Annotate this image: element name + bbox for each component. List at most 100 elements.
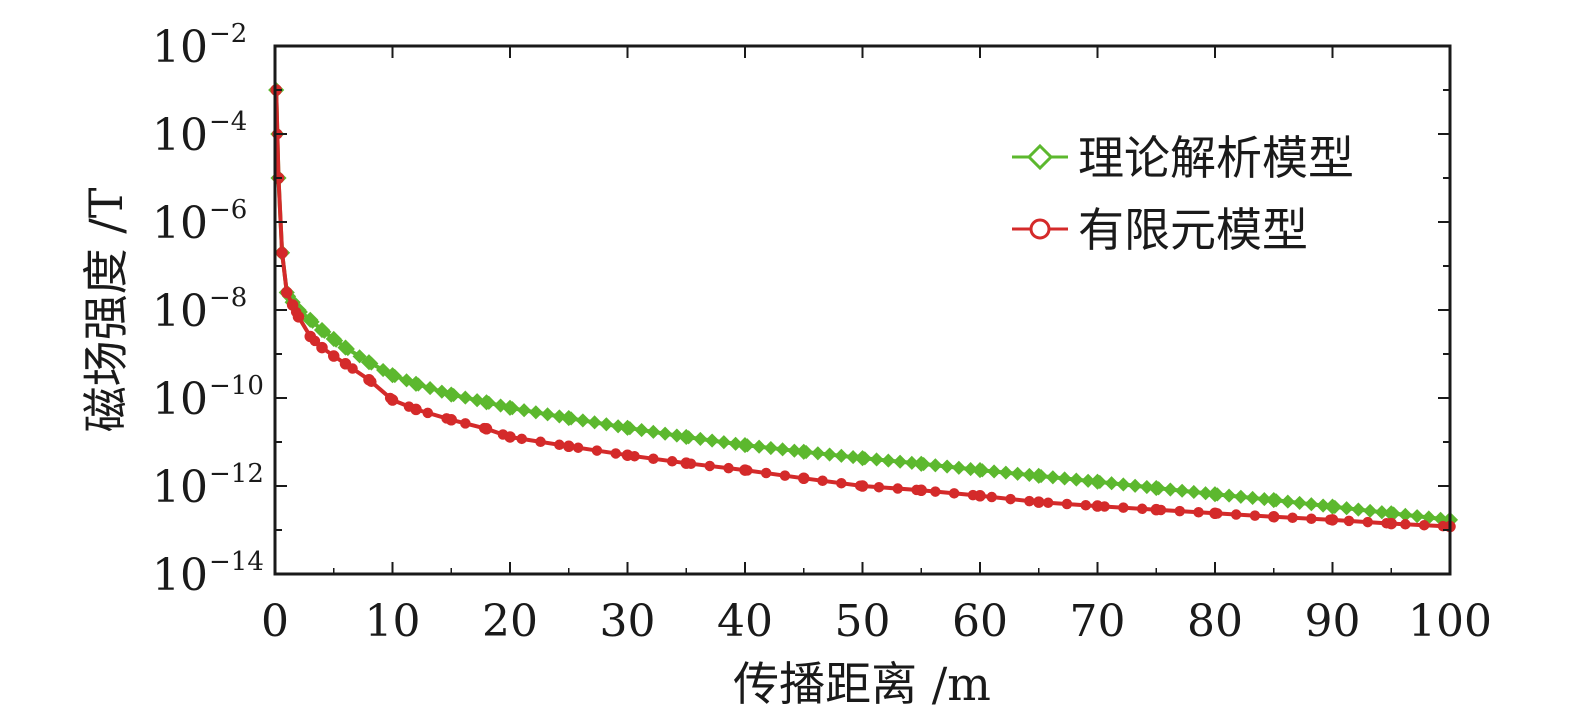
y-tick-label: 10 −12 [152, 459, 264, 513]
data-point-diamond [928, 458, 943, 473]
data-point [971, 462, 989, 479]
data-point-diamond [634, 422, 649, 438]
y-axis-title: 磁场强度 /T [79, 187, 133, 432]
data-point-circle [1118, 502, 1129, 513]
x-tick-label: 50 [835, 596, 891, 647]
data-point-diamond [775, 442, 790, 457]
data-point-diamond [587, 415, 602, 430]
y-tick-base: 10 [152, 198, 208, 249]
data-point [1148, 479, 1165, 497]
legend-label-series-1: 理论解析模型 [1078, 131, 1354, 185]
data-point-circle [610, 448, 621, 459]
data-point-circle [1136, 503, 1148, 515]
data-point [736, 437, 754, 454]
data-point-diamond [1186, 484, 1201, 500]
data-point-diamond [822, 447, 837, 462]
data-point-diamond [1410, 509, 1425, 524]
y-tick-label: 10 −14 [152, 547, 264, 601]
data-point-diamond [846, 450, 861, 465]
data-point [384, 367, 401, 384]
data-point-circle [1249, 510, 1261, 521]
data-point [560, 410, 577, 427]
data-point-diamond [893, 454, 908, 469]
data-point-circle [460, 418, 471, 429]
y-tick-exponent: −8 [209, 283, 247, 313]
data-point-diamond [963, 462, 978, 477]
series-layer [268, 81, 1459, 533]
data-point [1268, 511, 1280, 523]
data-point [480, 423, 493, 435]
data-point-diamond [1233, 489, 1248, 504]
data-point-diamond [1022, 467, 1037, 482]
data-point-diamond [376, 362, 391, 378]
data-point [621, 449, 634, 461]
data-point-circle [892, 483, 903, 494]
data-point-circle [1061, 498, 1073, 510]
data-point-circle [1287, 512, 1298, 523]
data-point [1326, 514, 1339, 526]
data-point-circle [1024, 495, 1035, 507]
data-point [1091, 500, 1104, 512]
data-point-circle [760, 467, 772, 479]
data-point [678, 428, 695, 446]
data-point-diamond [1257, 492, 1272, 507]
data-point-circle [817, 475, 828, 486]
data-point [1030, 467, 1047, 484]
data-point-circle [1306, 513, 1317, 524]
data-point [281, 286, 293, 299]
data-point-diamond [763, 440, 778, 456]
data-point-circle [836, 477, 847, 489]
data-point-diamond [1304, 497, 1319, 512]
data-point-circle [1042, 497, 1054, 509]
legend-marker-diamond [1026, 143, 1054, 171]
x-tick-label: 80 [1187, 596, 1243, 647]
data-point-circle [516, 433, 527, 445]
y-tick-base: 10 [152, 286, 208, 337]
y-tick-base: 10 [152, 462, 208, 513]
data-point [478, 394, 495, 411]
data-point-diamond [752, 439, 767, 454]
data-point [316, 341, 328, 354]
data-point-diamond [693, 431, 708, 446]
data-point-circle [1343, 515, 1355, 527]
data-point [339, 358, 352, 370]
data-point-circle [422, 407, 433, 419]
data-point-diamond [1351, 502, 1366, 517]
data-point-diamond [705, 433, 720, 448]
data-point-circle [986, 491, 997, 503]
data-point [445, 414, 457, 426]
data-point-diamond [1045, 470, 1060, 485]
ticks-layer [274, 45, 1451, 575]
data-point [407, 375, 425, 392]
data-point [302, 311, 319, 328]
data-point [443, 386, 460, 403]
data-point-diamond [1339, 501, 1354, 516]
data-point-diamond [1363, 503, 1378, 518]
data-point-diamond [1128, 478, 1143, 493]
data-point-diamond [423, 381, 438, 396]
data-point-diamond [881, 453, 896, 468]
data-point-circle [535, 436, 546, 448]
series-2 [270, 84, 1456, 533]
legend-marker-circle [1029, 218, 1051, 240]
data-point-diamond [1175, 483, 1190, 498]
y-tick-base: 10 [152, 550, 208, 601]
x-tick-label: 40 [717, 596, 773, 647]
data-point [913, 455, 930, 472]
data-point [328, 350, 340, 362]
data-point-diamond [716, 435, 731, 450]
y-tick-exponent: −14 [209, 547, 264, 577]
data-point-diamond [834, 448, 849, 463]
x-tick-label: 10 [365, 596, 421, 647]
data-point-circle [723, 462, 734, 474]
data-point-circle [930, 486, 941, 497]
data-point-circle [948, 488, 960, 499]
x-axis-title: 传播距离 /m [733, 657, 991, 711]
data-point-circle [1230, 509, 1242, 520]
data-point [337, 339, 354, 356]
data-point-diamond [1316, 498, 1331, 513]
y-tick-label: 10 −4 [152, 107, 247, 161]
data-point-diamond [1374, 505, 1389, 520]
data-point-diamond [787, 443, 802, 458]
